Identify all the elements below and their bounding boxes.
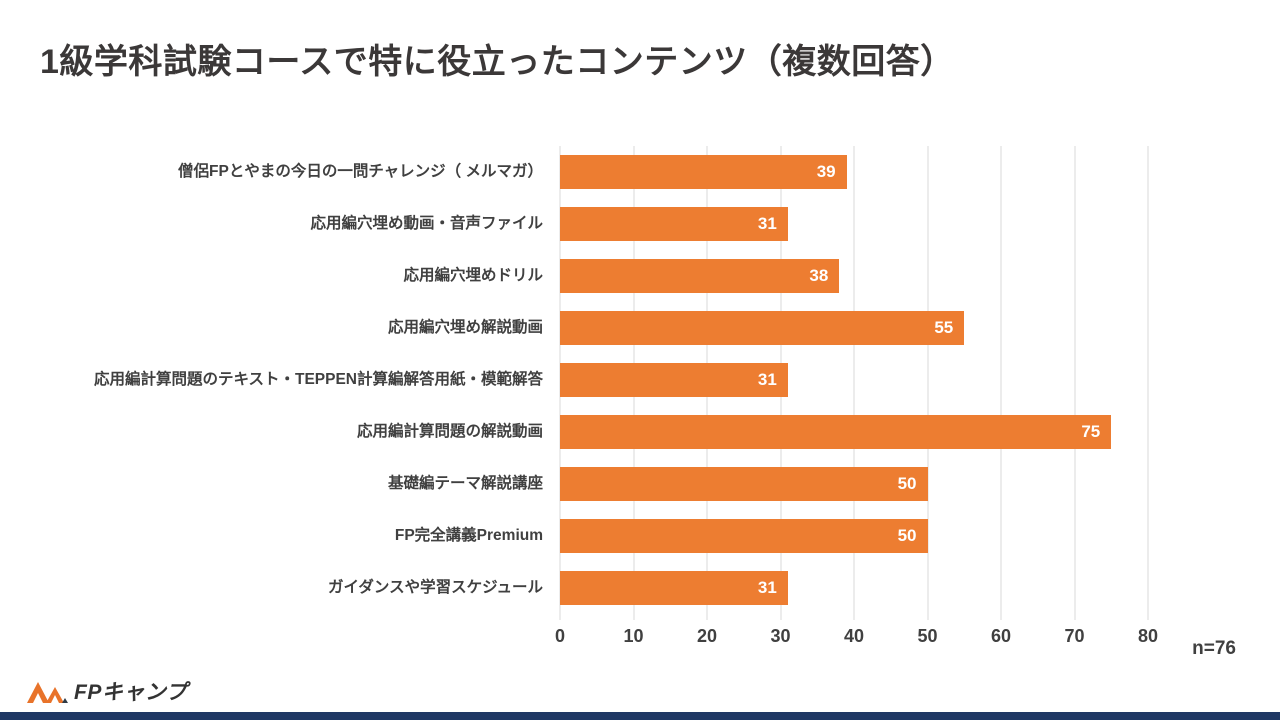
x-tick-label: 60 [990,626,1012,646]
chart-row: 応用編穴埋め解説動画 55 [40,302,1148,354]
category-label: 応用編穴埋め解説動画 [387,319,543,337]
value-label: 39 [816,162,836,181]
x-tick-label: 20 [696,626,718,646]
chart-row: 僧侶FPとやまの今日の一問チャレンジ（ メルマガ） 39 [40,146,1148,198]
category-label: FP完全講義Premium [394,527,543,545]
value-label: 50 [897,526,917,545]
value-label: 75 [1081,422,1101,441]
gridline [927,146,928,620]
chart-row: 応用編穴埋めドリル 38 [40,250,1148,302]
bar-track: 50 [560,519,1148,553]
bar-track: 31 [560,571,1148,605]
gridline [1147,146,1149,620]
x-tick-label: 80 [1137,626,1159,646]
bar-track: 39 [560,155,1148,189]
value-label: 31 [757,578,777,597]
x-tick-label: 0 [554,626,566,646]
bar: 50 [560,519,928,553]
category-label: ガイダンスや学習スケジュール [328,579,543,597]
footer-stripe [0,712,1280,720]
bar: 55 [560,311,965,345]
bar-track: 31 [560,363,1148,397]
bar: 31 [560,571,788,605]
sample-size-note: n=76 [1192,638,1236,659]
chart-row: ガイダンスや学習スケジュール 31 [40,562,1148,614]
category-label: 応用編計算問題の解説動画 [356,423,543,441]
x-tick-label: 70 [1064,626,1085,646]
x-tick-label: 30 [770,626,791,646]
category-label: 応用編穴埋めドリル [403,267,543,285]
bar: 50 [560,467,928,501]
bar: 31 [560,363,788,397]
chart-title: 1級学科試験コースで特に役立ったコンテンツ（複数回答） [40,43,955,81]
bar-rows: 僧侶FPとやまの今日の一問チャレンジ（ メルマガ） 39 応用編穴埋め動画・音声ファ… [40,146,1148,614]
bar-track: 38 [560,259,1148,293]
bar: 75 [560,415,1112,449]
bar: 31 [560,207,788,241]
chart-row: 応用編計算問題のテキスト・TEPPEN計算編解答用紙・模範解答 31 [40,354,1148,406]
chart-row: FP完全講義Premium 50 [40,510,1148,562]
category-label: 応用編穴埋め動画・音声ファイル [310,215,543,233]
bar: 38 [560,259,840,293]
gridline [1074,146,1075,620]
gridline [1000,146,1002,620]
bar-chart: 僧侶FPとやまの今日の一問チャレンジ（ メルマガ） 39 応用編穴埋め動画・音声ファ… [40,146,1158,656]
bar-track: 50 [560,467,1148,501]
category-label: 僧侶FPとやまの今日の一問チャレンジ（ メルマガ） [178,163,543,181]
x-tick-label: 40 [843,626,865,646]
x-tick-label: 10 [623,626,644,646]
value-label: 55 [934,318,954,337]
chart-row: 応用編計算問題の解説動画 75 [40,406,1148,458]
logo-text: FPキャンプ [74,681,188,704]
mountain-logo-icon [26,678,68,704]
bar-track: 75 [560,415,1148,449]
x-axis: 0 10 20 30 40 50 60 70 80 [555,622,1158,656]
fp-camp-logo: FPキャンプ [26,676,187,706]
bar: 39 [560,155,847,189]
category-label: 応用編計算問題のテキスト・TEPPEN計算編解答用紙・模範解答 [93,371,543,389]
value-label: 31 [757,214,777,233]
value-label: 31 [757,370,777,389]
category-label: 基礎編テーマ解説講座 [387,475,543,493]
gridline [853,146,855,620]
bar-track: 31 [560,207,1148,241]
x-tick-label: 50 [917,626,938,646]
chart-row: 応用編穴埋め動画・音声ファイル 31 [40,198,1148,250]
value-label: 38 [809,266,829,285]
chart-row: 基礎編テーマ解説講座 50 [40,458,1148,510]
value-label: 50 [897,474,917,493]
bar-track: 55 [560,311,1148,345]
